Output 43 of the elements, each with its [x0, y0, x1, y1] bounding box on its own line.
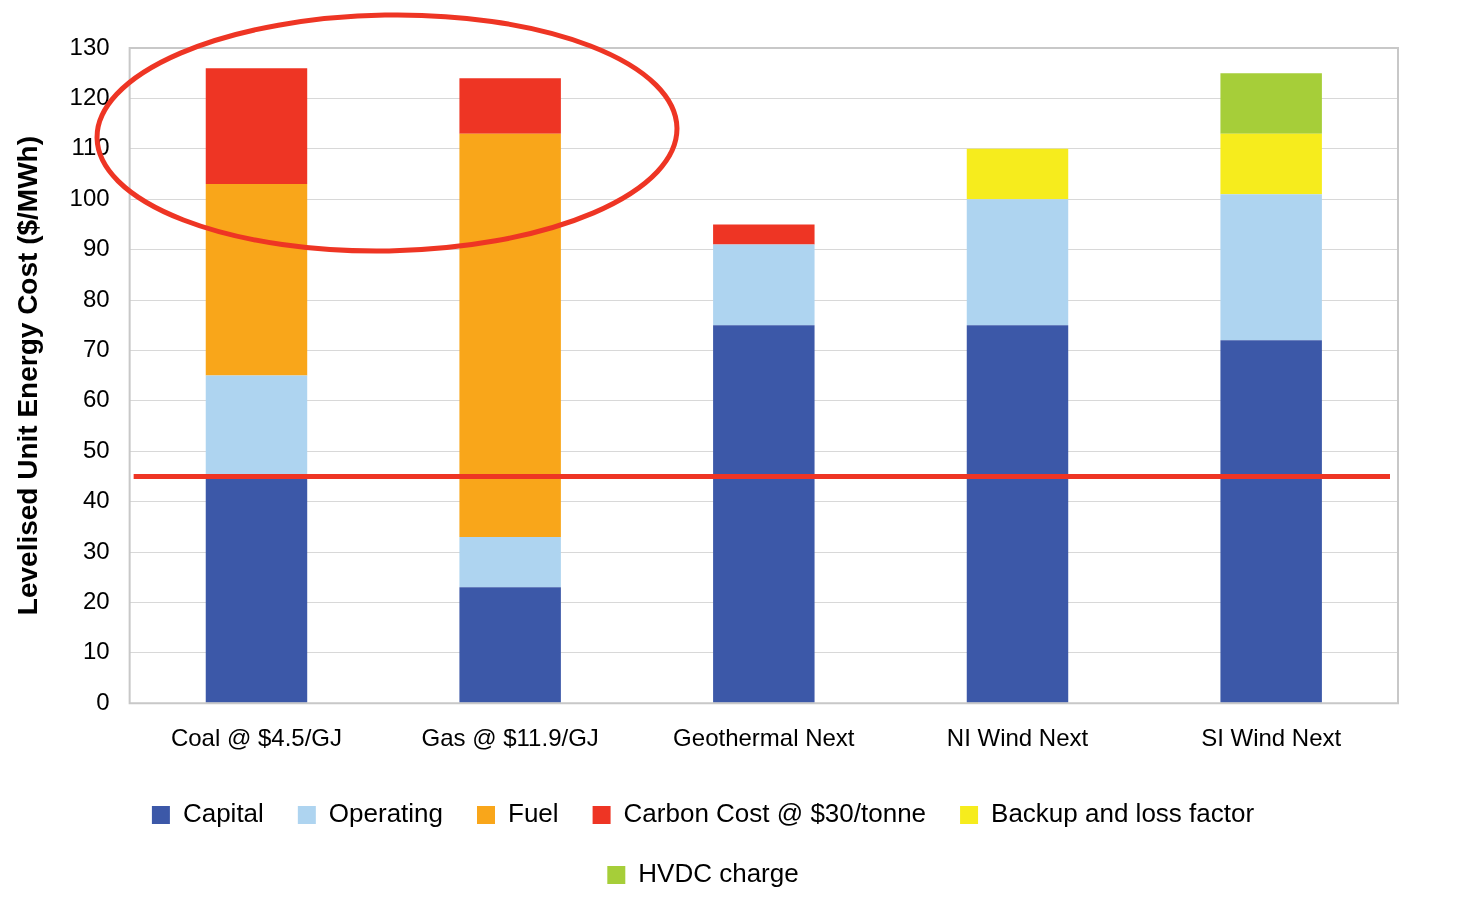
legend-label: Operating: [328, 798, 444, 829]
y-tick-label: 0: [96, 687, 110, 715]
legend-label: Backup and loss factor: [991, 798, 1255, 829]
bar: [459, 587, 561, 703]
bar: [713, 325, 815, 703]
y-tick-label: 80: [82, 284, 110, 312]
bar: [966, 325, 1069, 703]
bar: [459, 133, 561, 537]
y-tick-label: 70: [82, 335, 110, 363]
bar: [205, 375, 308, 477]
x-tick-label: NI Wind Next: [946, 724, 1089, 752]
y-tick-label: 130: [69, 32, 110, 60]
legend-label: Capital: [182, 798, 264, 829]
legend-label: Carbon Cost @ $30/tonne: [623, 798, 927, 829]
bar: [1220, 73, 1322, 134]
bar: [1220, 340, 1322, 703]
y-tick-label: 60: [82, 385, 110, 413]
bar: [459, 78, 561, 134]
bar: [713, 244, 815, 326]
bar: [966, 199, 1069, 326]
bar: [966, 148, 1069, 200]
legend-label: HVDC charge: [638, 858, 799, 889]
bar: [205, 476, 308, 703]
legend-label: Fuel: [508, 798, 559, 829]
x-tick-label: Geothermal Next: [673, 724, 855, 752]
bar: [713, 224, 815, 245]
x-tick-label: SI Wind Next: [1201, 724, 1342, 752]
bar: [205, 68, 308, 185]
bar: [205, 184, 308, 376]
y-tick-label: 100: [69, 183, 110, 211]
y-tick-label: 40: [82, 486, 110, 514]
y-axis-title: Levelised Unit Energy Cost ($/MWh): [11, 136, 43, 616]
x-tick-label: Coal @ $4.5/GJ: [170, 724, 343, 752]
y-tick-label: 30: [82, 536, 110, 564]
y-tick-label: 50: [82, 435, 110, 463]
bar: [1220, 194, 1322, 341]
x-tick-label: Gas @ $11.9/GJ: [421, 724, 599, 752]
bar: [1220, 133, 1322, 195]
y-tick-label: 10: [82, 637, 110, 665]
y-tick-label: 120: [69, 83, 110, 111]
bar: [459, 536, 561, 588]
y-tick-label: 90: [82, 234, 110, 262]
y-tick-label: 20: [82, 587, 110, 615]
